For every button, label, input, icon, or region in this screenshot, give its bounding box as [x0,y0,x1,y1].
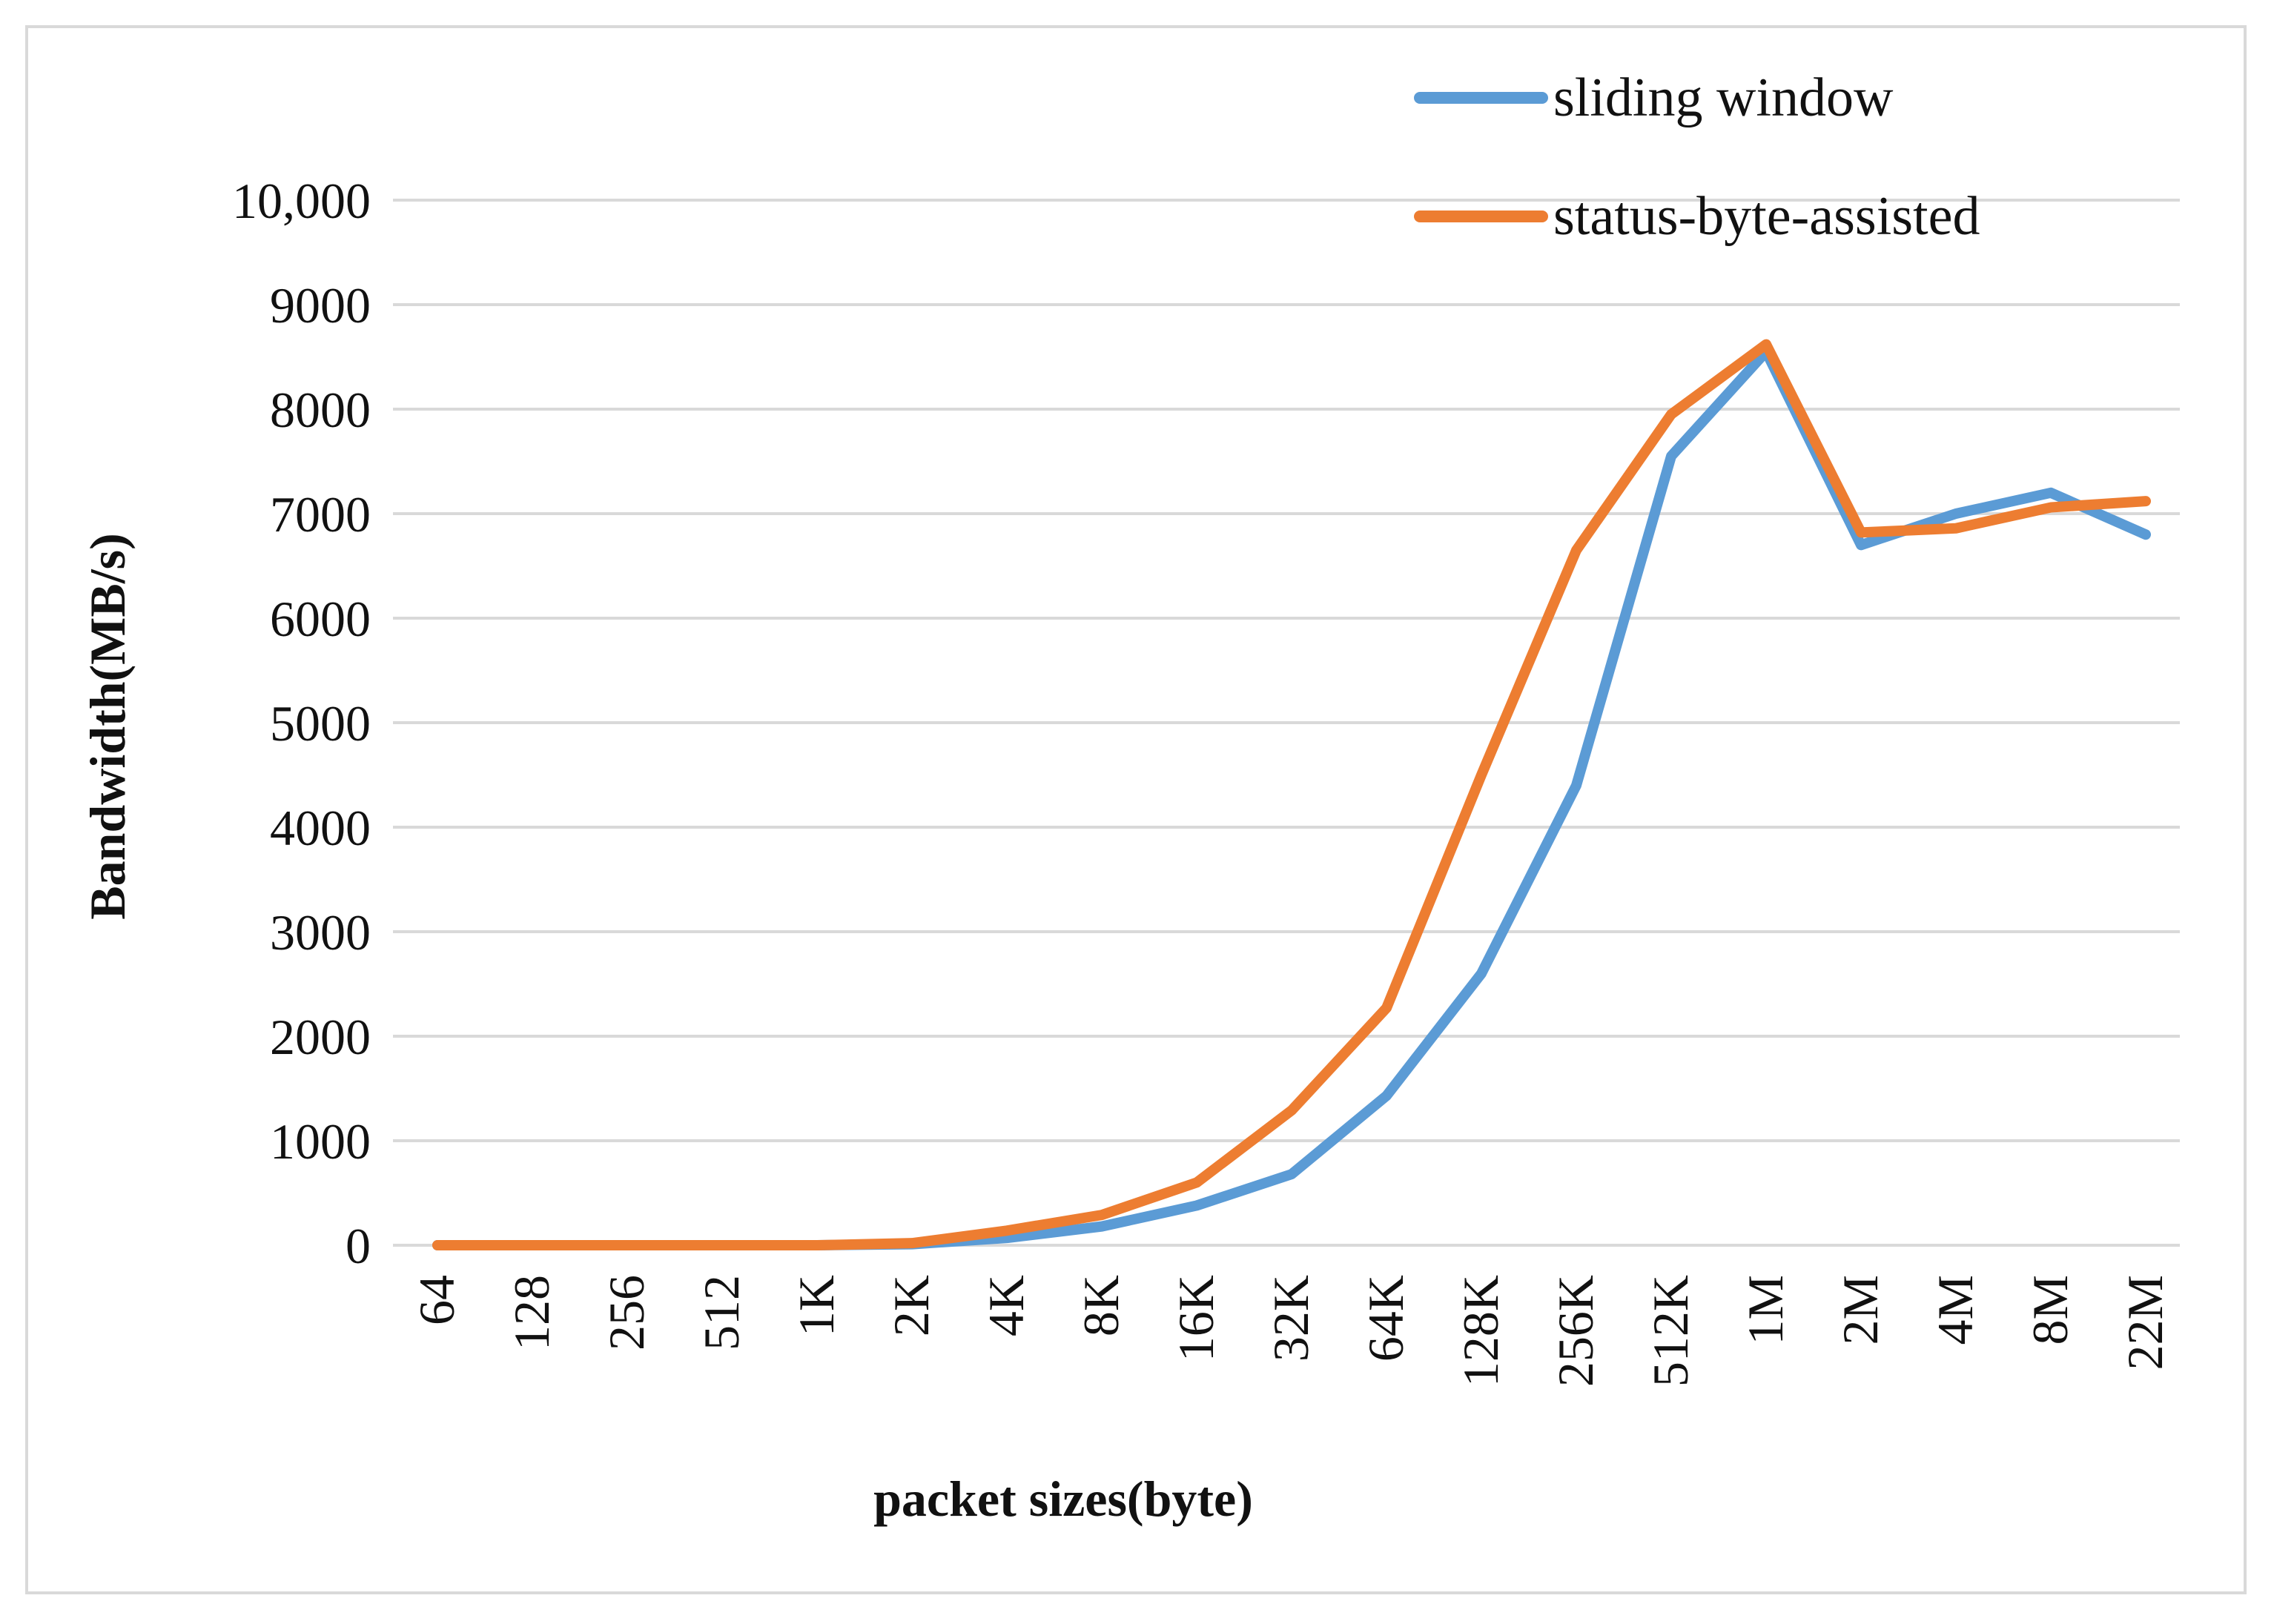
x-tick-label: 4M [1927,1275,1983,1345]
x-axis-title: packet sizes(byte) [873,1471,1253,1527]
gridlines [393,199,2180,1247]
x-tick-label: 2M [1832,1275,1888,1345]
y-tick-label: 7000 [270,486,371,543]
x-tick-label: 512K [1642,1275,1699,1387]
x-tick-label: 1K [788,1275,845,1336]
legend-label: sliding window [1553,67,1894,128]
y-tick-label: 9000 [270,277,371,334]
y-tick-label: 5000 [270,695,371,752]
x-tick-label: 256K [1547,1275,1604,1387]
x-tick-label: 2K [883,1275,939,1336]
y-tick-label: 3000 [270,904,371,961]
x-tick-label: 16K [1168,1275,1224,1362]
x-tick-label: 8K [1073,1275,1129,1336]
y-tick-label: 1000 [270,1113,371,1170]
x-tick-label: 1M [1737,1275,1794,1345]
x-tick-label: 22M [2117,1275,2173,1370]
legend: sliding window status-byte-assisted [1414,67,1980,247]
x-tick-label: 4K [978,1275,1034,1336]
y-tick-labels: 0 1000 2000 3000 4000 5000 6000 7000 8000 9000 10,… [232,173,371,1274]
y-axis-title: Bandwidth(MB/s) [79,533,136,919]
series-line-2 [432,339,2151,1250]
x-tick-label: 8M [2022,1275,2078,1345]
x-tick-label: 128 [503,1275,560,1350]
x-tick-label: 512 [693,1275,750,1350]
x-tick-label: 64 [409,1275,465,1325]
legend-label: status-byte-assisted [1553,186,1980,247]
y-tick-label: 6000 [270,591,371,647]
x-tick-label: 64K [1358,1275,1414,1362]
y-tick-label: 2000 [270,1009,371,1065]
x-tick-labels: 64 128 256 512 1K 2K 4K 8K 16K 32K 64K 128K 256K 512K… [409,1275,2173,1387]
y-tick-label: 8000 [270,382,371,438]
y-tick-label: 0 [346,1218,371,1274]
y-tick-label: 10,000 [232,173,371,229]
y-tick-label: 4000 [270,800,371,856]
x-tick-label: 128K [1452,1275,1509,1387]
x-tick-label: 32K [1263,1275,1319,1362]
x-tick-label: 256 [598,1275,655,1350]
chart-frame [25,25,2247,1594]
series-lines [432,339,2151,1250]
